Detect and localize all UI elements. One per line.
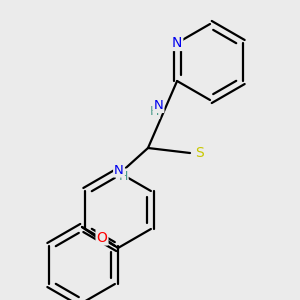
Text: N: N bbox=[172, 36, 182, 50]
Text: N: N bbox=[114, 164, 124, 176]
Text: H: H bbox=[118, 169, 128, 182]
Text: O: O bbox=[97, 230, 107, 244]
Text: N: N bbox=[154, 99, 164, 112]
Text: S: S bbox=[195, 146, 203, 160]
Text: H: H bbox=[150, 105, 159, 118]
